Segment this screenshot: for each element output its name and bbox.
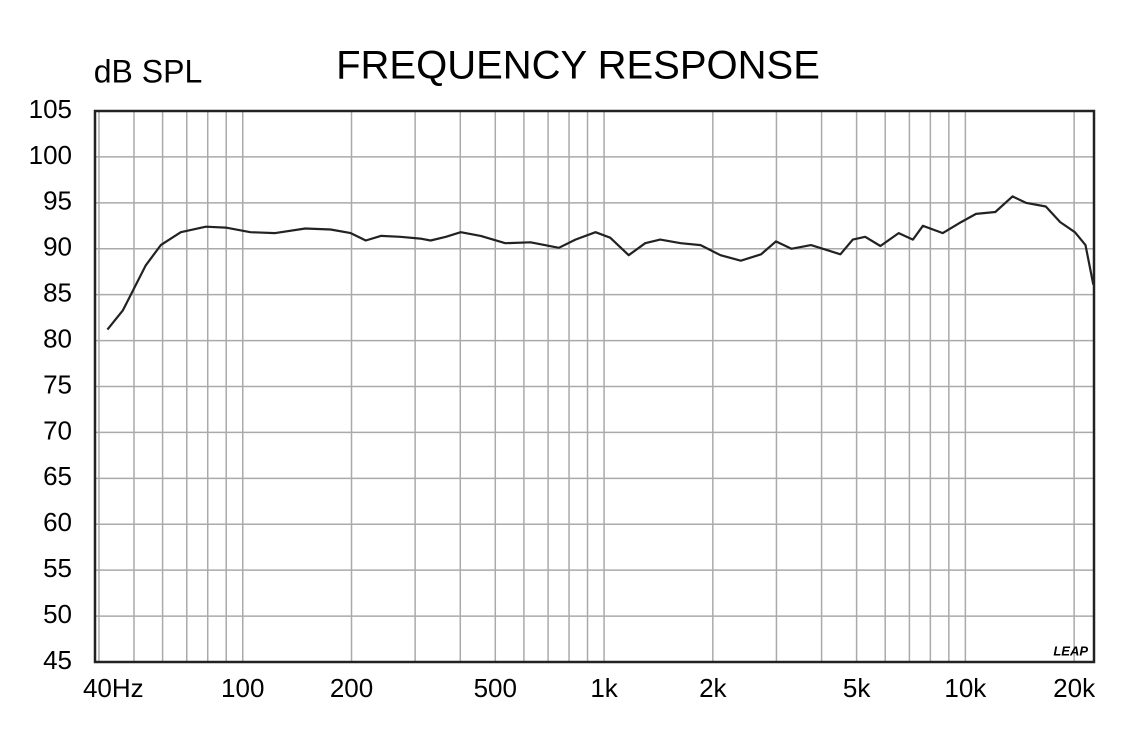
y-tick-label: 85 [43, 278, 72, 308]
logo: LEAP [1053, 643, 1088, 658]
x-tick-label: 10k [944, 673, 987, 703]
y-tick-label: 65 [43, 461, 72, 491]
y-tick-label: 60 [43, 507, 72, 537]
x-tick-label: 20k [1053, 673, 1096, 703]
y-axis-label: dB SPL [94, 53, 203, 89]
x-tick-label: 5k [843, 673, 871, 703]
y-tick-label: 55 [43, 553, 72, 583]
y-tick-label: 45 [43, 645, 72, 675]
x-tick-label: 200 [330, 673, 373, 703]
response-line [106, 195, 1095, 331]
x-tick-label: 100 [221, 673, 264, 703]
y-tick-label: 95 [43, 186, 72, 216]
y-tick-label: 75 [43, 369, 72, 399]
y-tick-label: 70 [43, 415, 72, 445]
x-tick-label: 40Hz [83, 673, 144, 703]
y-tick-label: 80 [43, 323, 72, 353]
x-tick-label: 500 [474, 673, 517, 703]
x-tick-label: 2k [699, 673, 727, 703]
y-tick-label: 90 [43, 232, 72, 262]
chart-title: FREQUENCY RESPONSE [336, 44, 820, 88]
x-tick-label: 1k [590, 673, 618, 703]
y-tick-label: 105 [29, 94, 72, 124]
y-tick-label: 100 [29, 140, 72, 170]
y-tick-label: 50 [43, 599, 72, 629]
plot-frame [93, 109, 1096, 664]
